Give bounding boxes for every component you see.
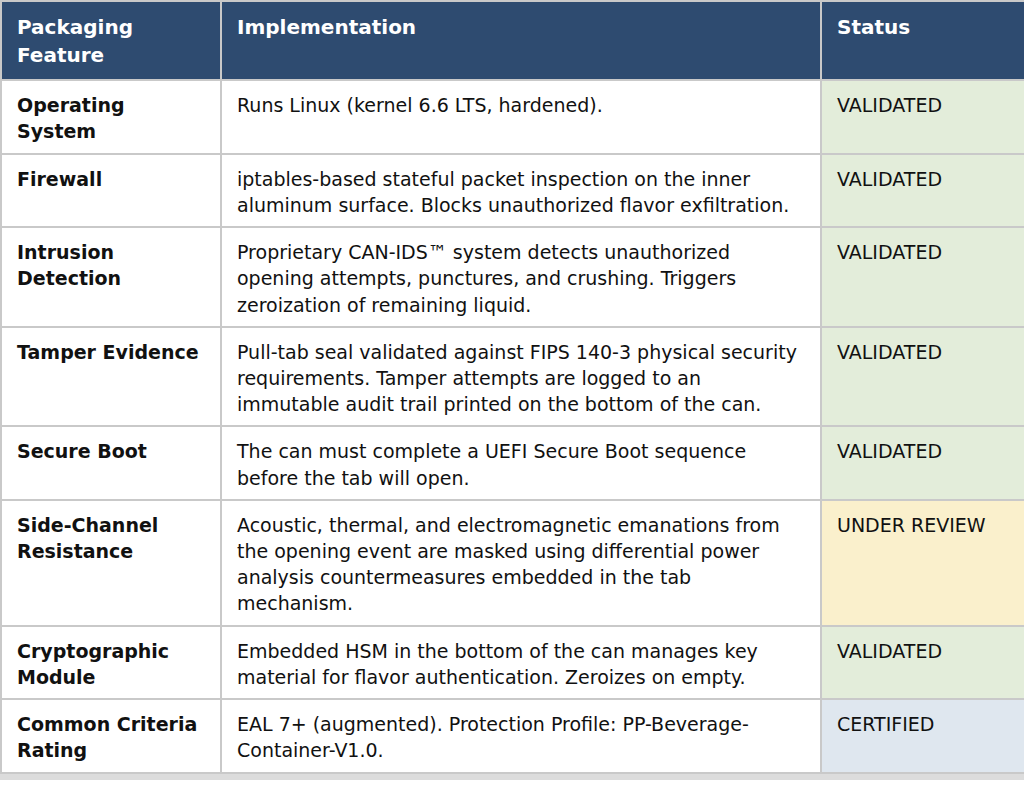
table-row: Secure Boot The can must complete a UEFI… bbox=[1, 426, 1024, 499]
table-row: Tamper Evidence Pull-tab seal validated … bbox=[1, 327, 1024, 427]
feature-cell: Intrusion Detection bbox=[1, 227, 221, 327]
table-row: Operating System Runs Linux (kernel 6.6 … bbox=[1, 80, 1024, 153]
column-header-implementation: Implementation bbox=[221, 1, 821, 80]
packaging-security-table: Packaging Feature Implementation Status … bbox=[0, 0, 1024, 774]
feature-cell: Operating System bbox=[1, 80, 221, 153]
implementation-cell: Embedded HSM in the bottom of the can ma… bbox=[221, 626, 821, 699]
feature-cell: Tamper Evidence bbox=[1, 327, 221, 427]
feature-cell: Side-Channel Resistance bbox=[1, 500, 221, 626]
feature-cell: Common Criteria Rating bbox=[1, 699, 221, 772]
table-row: Side-Channel Resistance Acoustic, therma… bbox=[1, 500, 1024, 626]
status-cell: VALIDATED bbox=[821, 426, 1024, 499]
table-row: Common Criteria Rating EAL 7+ (augmented… bbox=[1, 699, 1024, 772]
implementation-cell: Acoustic, thermal, and electromagnetic e… bbox=[221, 500, 821, 626]
implementation-cell: Pull-tab seal validated against FIPS 140… bbox=[221, 327, 821, 427]
column-header-status: Status bbox=[821, 1, 1024, 80]
implementation-cell: EAL 7+ (augmented). Protection Profile: … bbox=[221, 699, 821, 772]
status-cell: VALIDATED bbox=[821, 227, 1024, 327]
status-cell: VALIDATED bbox=[821, 80, 1024, 153]
table-body: Operating System Runs Linux (kernel 6.6 … bbox=[1, 80, 1024, 772]
feature-cell: Secure Boot bbox=[1, 426, 221, 499]
table-row: Cryptographic Module Embedded HSM in the… bbox=[1, 626, 1024, 699]
column-header-packaging-feature: Packaging Feature bbox=[1, 1, 221, 80]
table-header: Packaging Feature Implementation Status bbox=[1, 1, 1024, 80]
implementation-cell: The can must complete a UEFI Secure Boot… bbox=[221, 426, 821, 499]
status-cell: VALIDATED bbox=[821, 327, 1024, 427]
status-cell: VALIDATED bbox=[821, 154, 1024, 227]
page-bottom-edge bbox=[0, 774, 1024, 780]
header-row: Packaging Feature Implementation Status bbox=[1, 1, 1024, 80]
feature-cell: Firewall bbox=[1, 154, 221, 227]
implementation-cell: iptables-based stateful packet inspectio… bbox=[221, 154, 821, 227]
implementation-cell: Proprietary CAN-IDS™ system detects unau… bbox=[221, 227, 821, 327]
status-cell: UNDER REVIEW bbox=[821, 500, 1024, 626]
status-cell: VALIDATED bbox=[821, 626, 1024, 699]
implementation-cell: Runs Linux (kernel 6.6 LTS, hardened). bbox=[221, 80, 821, 153]
table-row: Firewall iptables-based stateful packet … bbox=[1, 154, 1024, 227]
status-cell: CERTIFIED bbox=[821, 699, 1024, 772]
table-row: Intrusion Detection Proprietary CAN-IDS™… bbox=[1, 227, 1024, 327]
feature-cell: Cryptographic Module bbox=[1, 626, 221, 699]
